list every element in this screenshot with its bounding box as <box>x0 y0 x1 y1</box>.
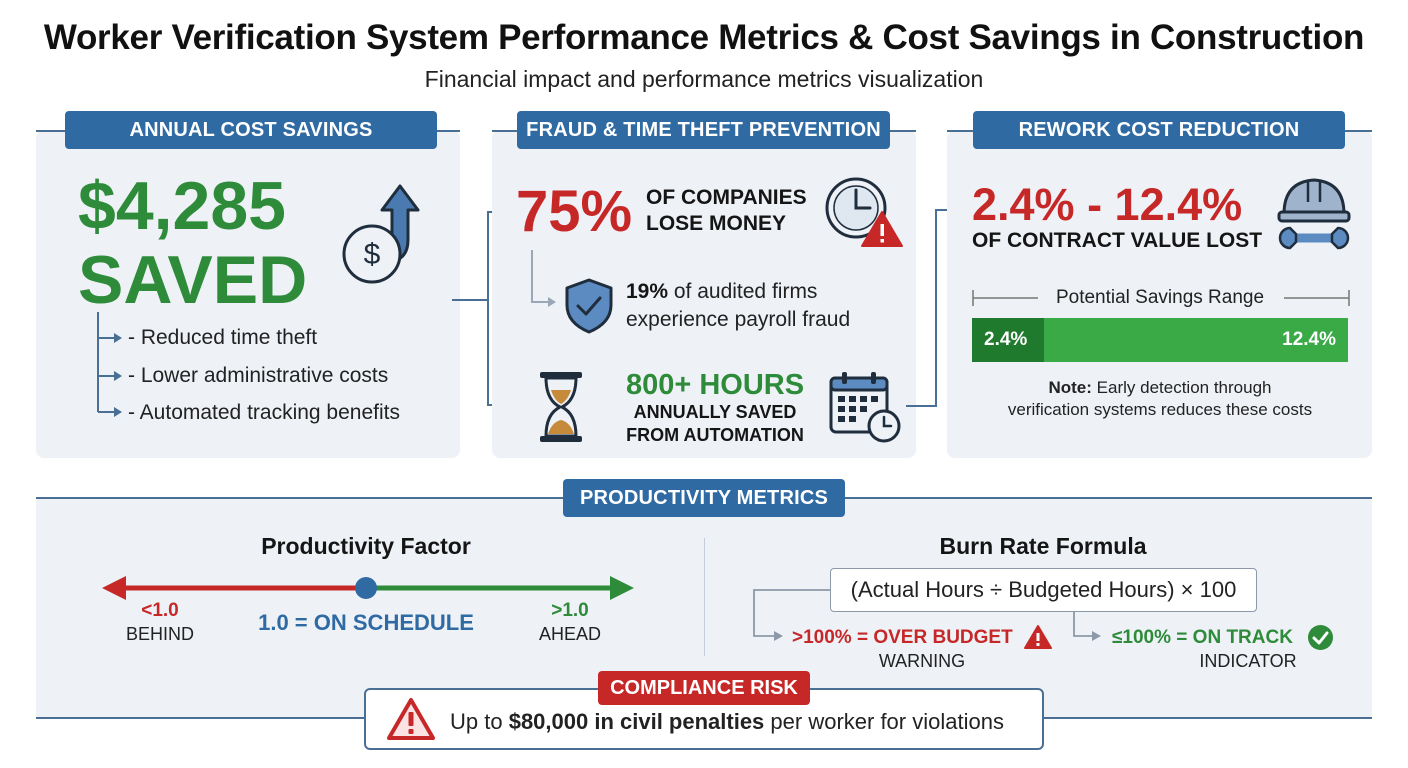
savings-bar-high-label: 12.4% <box>1282 329 1336 350</box>
ahead-value: >1.0 <box>551 600 589 621</box>
on-schedule-label: 1.0 = ON SCHEDULE <box>258 610 474 635</box>
compliance-text: Up to $80,000 in civil penalties per wor… <box>450 709 1004 735</box>
burn-rate-formula: (Actual Hours ÷ Budgeted Hours) × 100 <box>830 568 1257 612</box>
checkmark-icon <box>1308 625 1333 650</box>
hours-saved: 800+ HOURS <box>625 369 805 401</box>
fraud-label: FRAUD & TIME THEFT PREVENTION <box>517 111 890 149</box>
productivity-factor-title: Productivity Factor <box>261 533 471 559</box>
hours-saved-line1: ANNUALLY SAVED <box>633 402 797 422</box>
productivity-label: PRODUCTIVITY METRICS <box>563 479 845 517</box>
savings-bar-high: 12.4% <box>1044 318 1348 362</box>
hardhat-wrench-icon <box>1277 178 1351 250</box>
list-item: - Reduced time theft <box>128 326 318 349</box>
productivity-scale <box>102 576 634 600</box>
audit-text-line1: 19% of audited firms <box>626 280 817 304</box>
hourglass-icon <box>540 372 582 442</box>
dollar-arrow-icon: $ <box>342 184 420 284</box>
over-budget-sub: WARNING <box>878 651 966 671</box>
annual-savings-amount: $4,285 <box>78 168 286 244</box>
audit-percent: 19% <box>626 280 669 303</box>
savings-bar-low-label: 2.4% <box>984 329 1028 350</box>
rework-range: 2.4% - 12.4% <box>972 179 1243 230</box>
note-label: Note: <box>1048 378 1092 397</box>
audit-text-line2: experience payroll fraud <box>626 308 851 331</box>
list-connector <box>97 312 122 417</box>
rework-label: REWORK COST REDUCTION <box>973 111 1345 149</box>
ahead-label: AHEAD <box>538 624 601 644</box>
warning-triangle-icon <box>387 698 435 740</box>
savings-range-bar: 2.4% 12.4% <box>972 318 1348 362</box>
on-track-label: ≤100% = ON TRACK <box>1112 627 1293 648</box>
rework-note-line1: Note: Early detection through <box>960 378 1360 398</box>
compliance-post: per worker for violations <box>764 709 1004 734</box>
rework-note-line2: verification systems reduces these costs <box>1007 400 1313 419</box>
fraud-percent-line2: LOSE MONEY <box>646 212 787 235</box>
warning-icon <box>1024 625 1052 649</box>
audit-connector <box>531 250 556 307</box>
note-text: Early detection through <box>1091 378 1272 397</box>
burn-rate-connectors <box>753 589 1101 641</box>
clock-warning-icon <box>825 177 903 247</box>
annual-savings-label: ANNUAL COST SAVINGS <box>65 111 437 149</box>
list-item: - Lower administrative costs <box>128 364 389 387</box>
compliance-pre: Up to <box>450 709 509 734</box>
burn-rate-title: Burn Rate Formula <box>939 533 1147 559</box>
compliance-label: COMPLIANCE RISK <box>598 671 810 705</box>
page-subtitle: Financial impact and performance metrics… <box>424 66 984 92</box>
hours-saved-line2: FROM AUTOMATION <box>626 425 804 445</box>
compliance-penalty: $80,000 in civil penalties <box>508 709 765 734</box>
on-track-sub: INDICATOR <box>1199 651 1297 671</box>
audit-text: of audited firms <box>668 280 818 303</box>
section-divider <box>704 538 705 656</box>
behind-value: <1.0 <box>141 600 179 621</box>
annual-savings-saved: SAVED <box>78 242 308 318</box>
shield-check-icon <box>565 278 613 334</box>
page-title: Worker Verification System Performance M… <box>43 18 1365 57</box>
svg-text:$: $ <box>364 238 381 271</box>
rework-range-sub: OF CONTRACT VALUE LOST <box>972 229 1263 252</box>
over-budget-label: >100% = OVER BUDGET <box>792 627 1013 648</box>
savings-range-label: Potential Savings Range <box>1055 287 1265 308</box>
behind-label: BEHIND <box>125 624 194 644</box>
list-item: - Automated tracking benefits <box>128 401 400 424</box>
fraud-percent-line1: OF COMPANIES <box>646 186 807 209</box>
savings-bar-low: 2.4% <box>972 318 1044 362</box>
savings-range-bracket <box>972 290 1350 306</box>
calendar-clock-icon <box>829 372 901 443</box>
fraud-percent: 75% <box>516 179 633 244</box>
annual-savings-panel <box>36 130 460 458</box>
